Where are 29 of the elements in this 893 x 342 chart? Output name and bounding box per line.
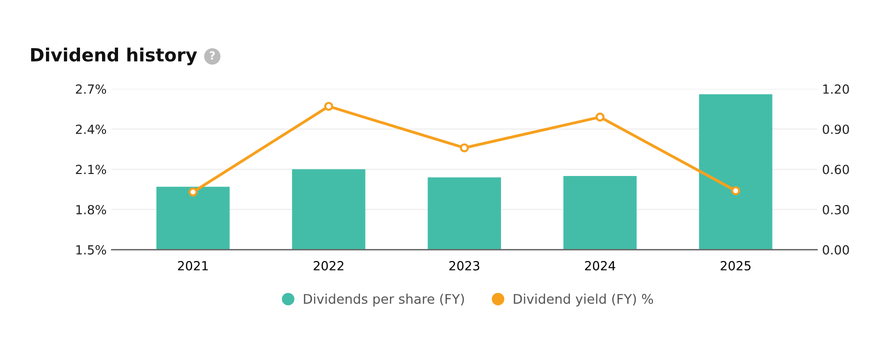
chart-title: Dividend history — [31, 48, 198, 66]
y2-tick-label: 1.20 — [823, 84, 849, 94]
x-tick-label: 2025 — [720, 260, 751, 270]
x-tick-label: 2023 — [449, 260, 480, 270]
point — [460, 143, 469, 152]
y2-tick-label: 0.30 — [822, 204, 849, 214]
y-tick-label: 2.4% — [76, 124, 106, 134]
bar — [292, 169, 366, 250]
y2-tick-label: 0.60 — [822, 164, 849, 174]
y-tick-label: 1.5% — [76, 245, 106, 255]
legend-label: Dividends per share (FY) — [304, 294, 464, 306]
legend-label: Dividend yield (FY) % — [514, 294, 654, 306]
point — [731, 186, 740, 196]
text: ? — [210, 51, 215, 60]
x-tick-label: 2024 — [585, 260, 616, 270]
x-tick-label: 2021 — [178, 260, 208, 270]
bar — [563, 176, 637, 250]
y-tick-label: 2.1% — [76, 164, 106, 174]
point — [188, 188, 198, 197]
y-tick-label: 1.8% — [76, 204, 106, 214]
x-tick-label: 2022 — [314, 260, 344, 270]
bar — [428, 177, 501, 250]
bar — [699, 94, 772, 250]
point — [596, 112, 605, 122]
y2-tick-label: 0.90 — [822, 124, 849, 134]
y-tick-label: 2.7% — [76, 84, 106, 94]
bar — [156, 186, 230, 250]
point — [324, 102, 334, 111]
y2-tick-label: 0.00 — [822, 245, 849, 255]
